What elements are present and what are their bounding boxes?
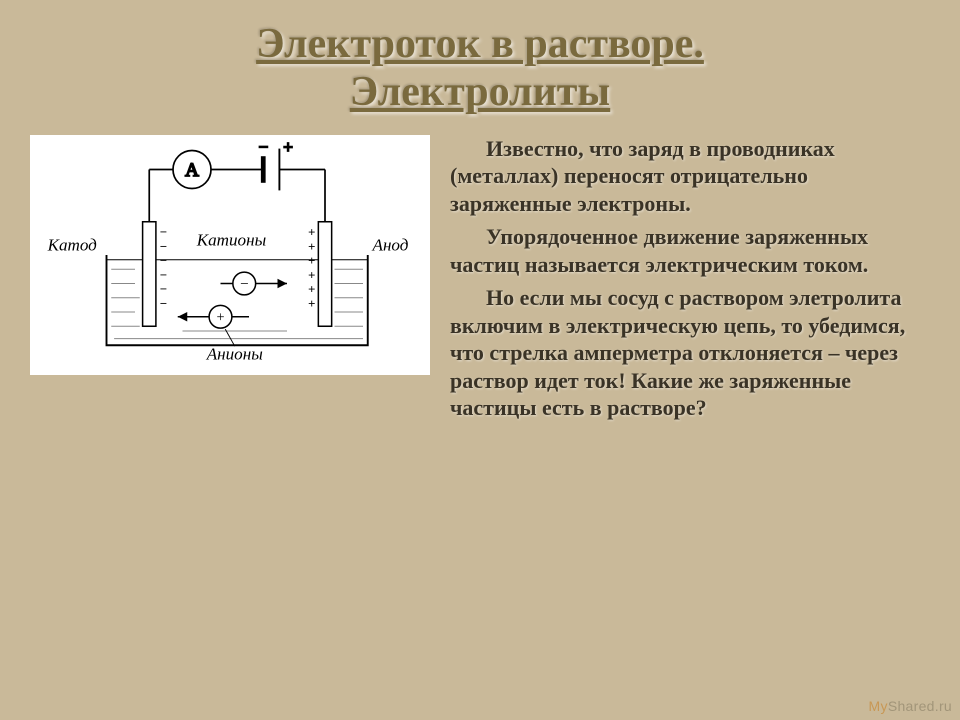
svg-text:−: − [160,282,167,296]
content-row: А − + [30,135,930,428]
svg-text:+: + [308,282,315,296]
svg-text:−: − [160,296,167,310]
title-line-1: Электроток в растворе. [256,21,704,67]
watermark-prefix: My [869,698,888,714]
slide: Электроток в растворе. Электролиты А − [0,0,960,720]
battery-minus: − [259,141,269,156]
cations-label: Катионы [196,230,266,249]
svg-text:+: + [308,239,315,253]
watermark: MyShared.ru [869,698,952,714]
svg-text:−: − [160,225,167,239]
anode-label: Анод [372,235,409,254]
battery-plus: + [283,141,293,156]
svg-text:−: − [160,253,167,267]
paragraph-1: Известно, что заряд в проводниках (метал… [450,135,922,218]
svg-text:+: + [308,296,315,310]
svg-text:−: − [160,239,167,253]
svg-text:−: − [160,267,167,281]
svg-text:+: + [308,267,315,281]
slide-title: Электроток в растворе. Электролиты [30,20,930,117]
electrolysis-diagram: А − + [30,135,430,375]
diagram-svg: А − + [36,141,424,369]
text-column: Известно, что заряд в проводниках (метал… [450,135,930,428]
svg-text:+: + [216,309,224,325]
cathode-label: Катод [47,235,98,254]
ammeter-label: А [185,160,199,181]
svg-text:+: + [308,225,315,239]
title-line-2: Электролиты [350,69,610,115]
watermark-suffix: Shared.ru [888,698,952,714]
svg-text:+: + [308,253,315,267]
paragraph-2: Упорядоченное движение заряженных частиц… [450,223,922,278]
paragraph-3: Но если мы сосуд с раствором элетролита … [450,284,922,422]
anions-label: Анионы [206,344,263,363]
svg-text:−: − [240,275,249,292]
